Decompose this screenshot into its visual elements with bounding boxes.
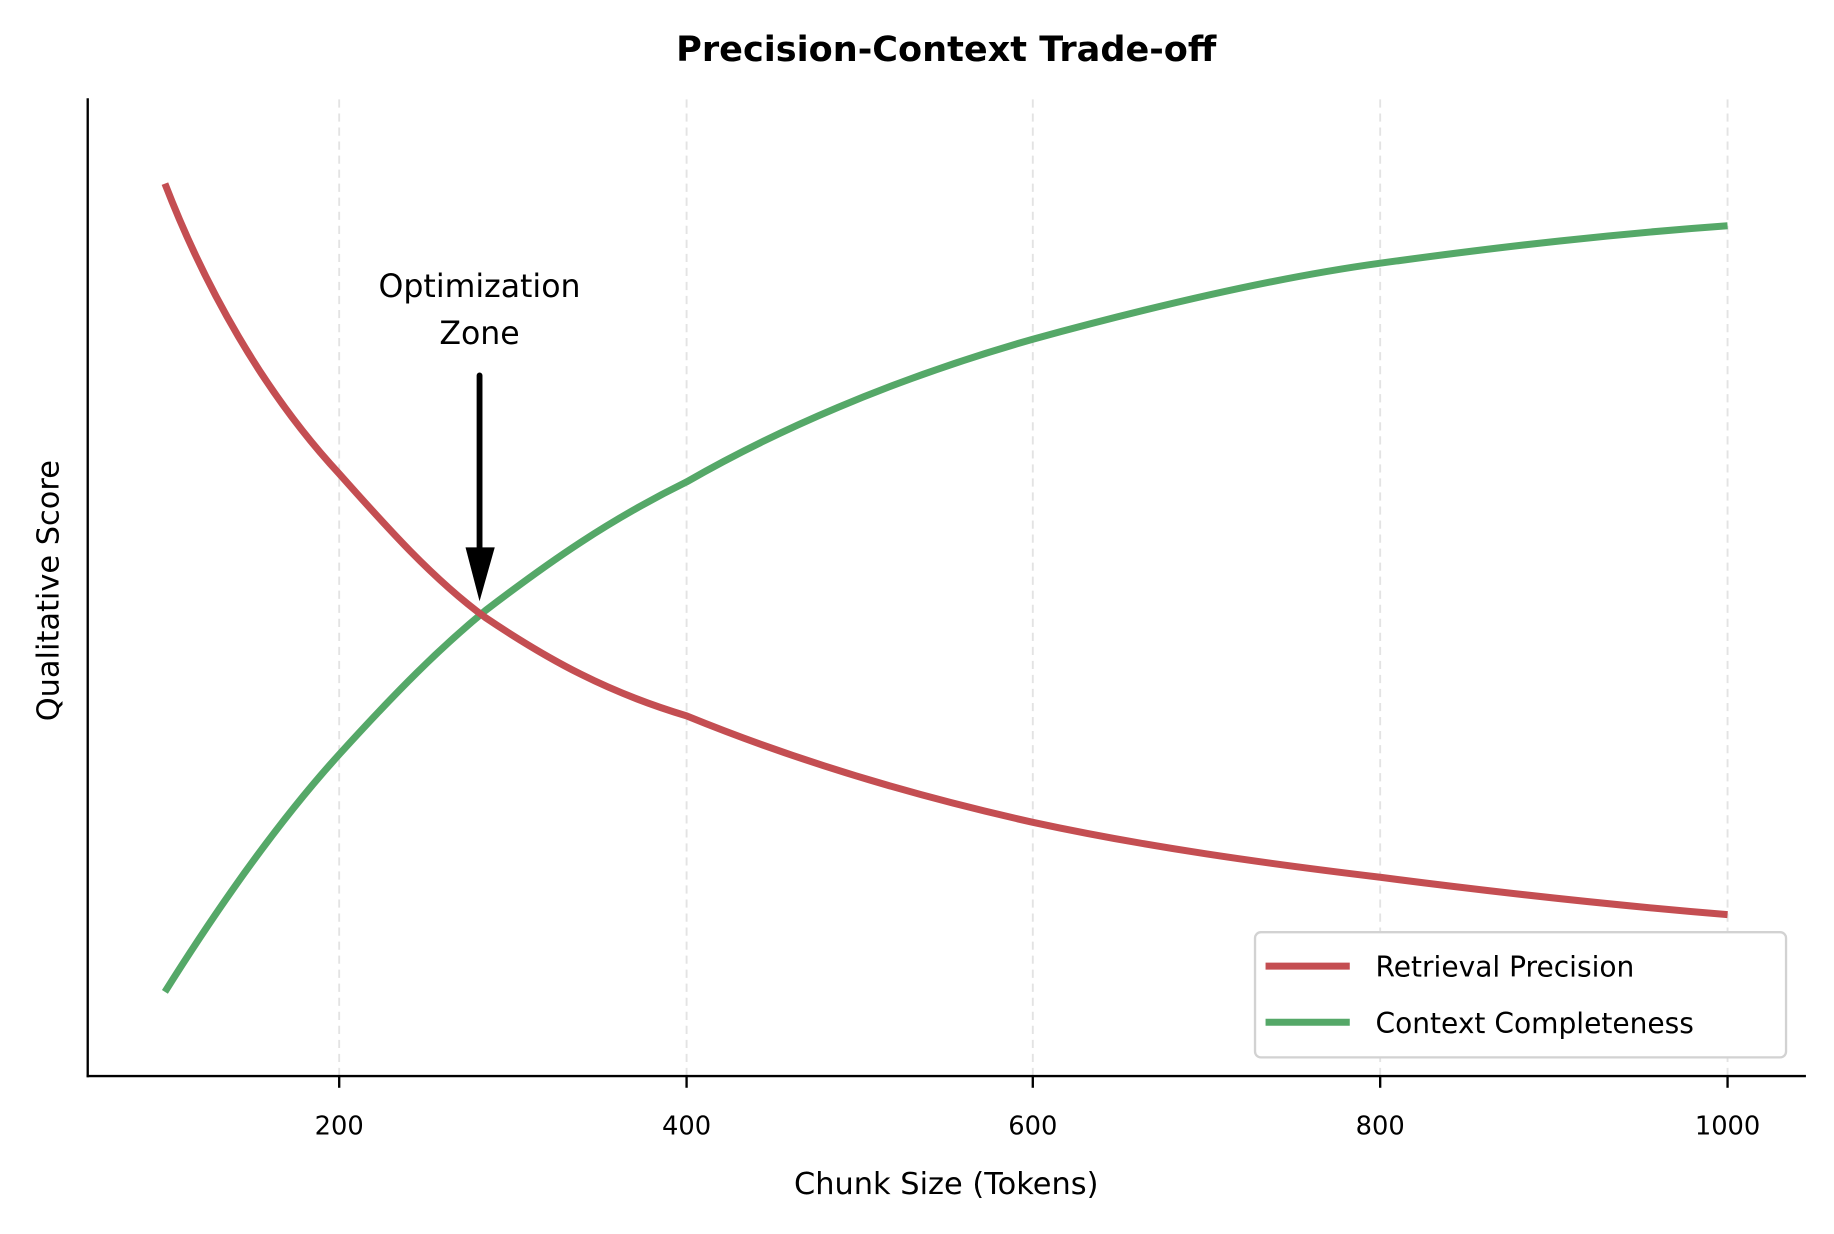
axes	[86, 98, 1806, 1088]
arrow-down-icon	[465, 547, 495, 602]
annotation-optimization-zone: Optimization Zone	[379, 269, 581, 602]
svg-text:600: 600	[1008, 1112, 1057, 1142]
svg-text:Zone: Zone	[439, 316, 519, 352]
svg-text:1000: 1000	[1695, 1112, 1760, 1142]
svg-text:800: 800	[1356, 1112, 1405, 1142]
svg-text:Context Completeness: Context Completeness	[1376, 1007, 1694, 1040]
svg-text:Optimization: Optimization	[379, 269, 581, 305]
y-axis-label: Qualitative Score	[31, 460, 66, 721]
chart-title: Precision-Context Trade-off	[676, 29, 1217, 70]
svg-text:200: 200	[315, 1112, 364, 1142]
legend: Retrieval Precision Context Completeness	[1253, 931, 1788, 1059]
svg-text:400: 400	[662, 1112, 711, 1142]
series-retrieval-precision	[161, 182, 1728, 919]
svg-text:Retrieval Precision: Retrieval Precision	[1376, 951, 1635, 984]
series-context-completeness	[161, 222, 1728, 994]
x-tick-labels: 200 400 600 800 1000	[315, 1112, 1761, 1142]
x-axis-label: Chunk Size (Tokens)	[794, 1167, 1098, 1202]
